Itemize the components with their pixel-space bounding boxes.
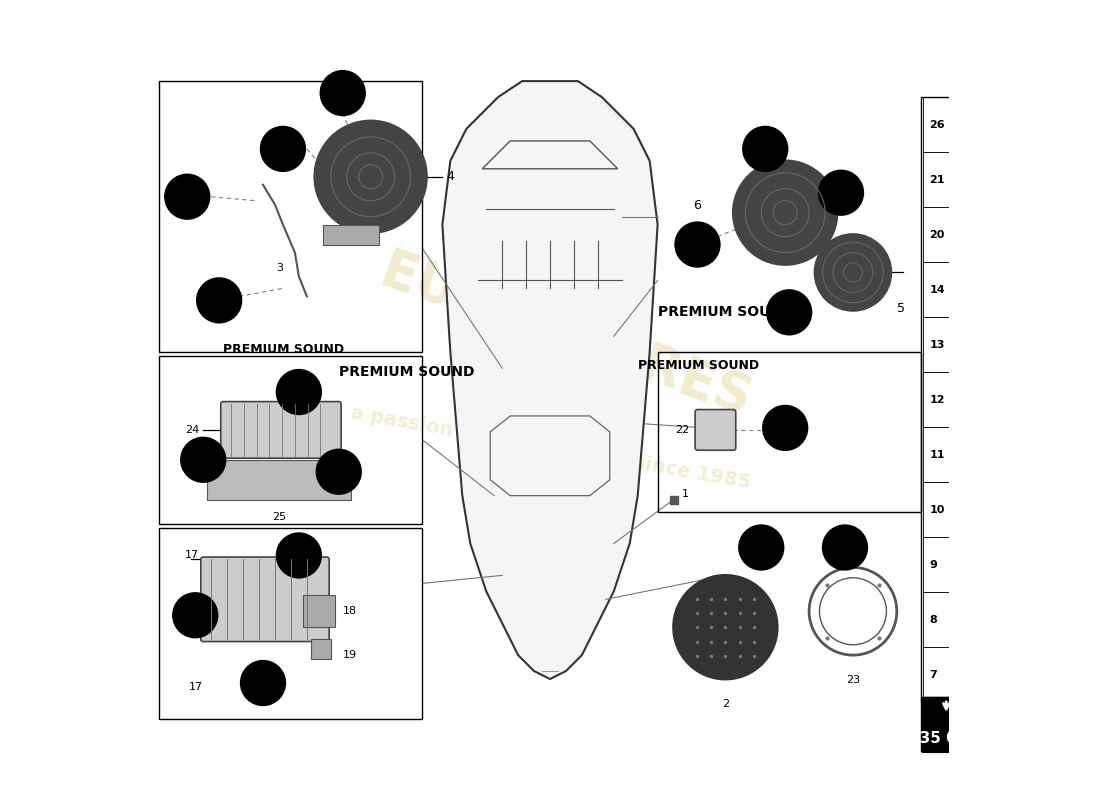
Text: 4: 4 [447,170,454,183]
Circle shape [173,593,218,638]
Text: 7: 7 [295,386,304,398]
Text: 17: 17 [189,682,204,692]
Bar [923,537,989,592]
Text: 2: 2 [722,699,729,709]
Text: 14: 14 [274,142,292,155]
Bar [160,81,422,352]
Bar [311,639,331,659]
Text: 26: 26 [330,466,348,478]
Text: 12: 12 [930,394,945,405]
Bar [160,527,422,719]
Circle shape [241,661,285,706]
Text: 25: 25 [272,512,286,522]
Circle shape [818,170,864,215]
Bar [923,592,989,647]
Text: 18: 18 [343,606,356,616]
Bar [322,225,378,245]
FancyBboxPatch shape [201,557,329,642]
Text: 13: 13 [930,339,945,350]
Text: 20: 20 [930,230,945,239]
Text: 8: 8 [339,86,346,99]
Circle shape [767,290,812,334]
Text: 14: 14 [930,285,945,294]
FancyBboxPatch shape [695,410,736,450]
Bar [923,372,989,427]
Text: 6: 6 [694,199,702,212]
Circle shape [276,533,321,578]
Text: 21: 21 [930,174,945,185]
Polygon shape [442,81,658,679]
Circle shape [165,174,210,219]
Text: PREMIUM SOUND: PREMIUM SOUND [638,359,759,372]
Circle shape [675,222,719,267]
Bar [160,356,422,523]
Text: 1: 1 [682,489,689,499]
Text: 7: 7 [295,549,304,562]
Bar [302,595,334,627]
Text: 17: 17 [185,550,199,561]
Bar [923,207,989,262]
Text: 26: 26 [930,119,945,130]
Circle shape [276,370,321,414]
FancyBboxPatch shape [221,402,341,458]
Text: 10: 10 [930,505,945,514]
Text: 24: 24 [185,425,199,435]
Bar [923,152,989,207]
Circle shape [317,450,361,494]
Bar [923,482,989,537]
Bar [923,427,989,482]
Text: 035 04: 035 04 [909,731,967,746]
Text: 3: 3 [276,263,283,274]
Text: 7: 7 [930,670,937,680]
Circle shape [763,406,807,450]
Bar [921,97,1014,702]
Circle shape [815,234,891,310]
Text: 20: 20 [187,609,204,622]
Circle shape [315,121,427,233]
Text: 7: 7 [183,190,191,203]
Text: 26: 26 [195,454,212,466]
Bar [207,460,351,500]
Bar [923,97,989,152]
Text: 7: 7 [781,422,790,434]
Circle shape [823,525,867,570]
Text: 11: 11 [689,238,706,251]
Text: 9: 9 [214,294,223,307]
Text: 8: 8 [930,614,937,625]
Bar [923,262,989,317]
Bar [658,352,921,512]
Text: PREMIUM SOUND: PREMIUM SOUND [658,306,793,319]
Text: PREMIUM SOUND: PREMIUM SOUND [223,343,344,356]
Circle shape [673,575,778,679]
Text: 12: 12 [833,186,849,199]
Text: 9: 9 [840,541,849,554]
Text: EUROSPARES: EUROSPARES [373,245,759,428]
Bar [923,647,989,702]
Text: 5: 5 [896,302,905,315]
Text: PREMIUM SOUND: PREMIUM SOUND [339,365,474,379]
Text: 13: 13 [781,306,798,319]
Circle shape [742,126,788,171]
Text: 10: 10 [757,142,774,155]
Circle shape [197,278,242,322]
FancyBboxPatch shape [922,698,990,752]
Circle shape [734,161,837,265]
Text: 19: 19 [343,650,356,660]
Circle shape [320,70,365,115]
Text: 23: 23 [846,675,860,685]
Circle shape [739,525,783,570]
Text: a passion for lamborghini since 1985: a passion for lamborghini since 1985 [349,403,751,493]
Text: 21: 21 [254,677,272,690]
Text: 22: 22 [675,425,690,435]
Bar [923,317,989,372]
Circle shape [180,438,226,482]
Circle shape [261,126,306,171]
Text: 11: 11 [930,450,945,460]
Text: 9: 9 [757,541,766,554]
Text: 9: 9 [930,560,937,570]
